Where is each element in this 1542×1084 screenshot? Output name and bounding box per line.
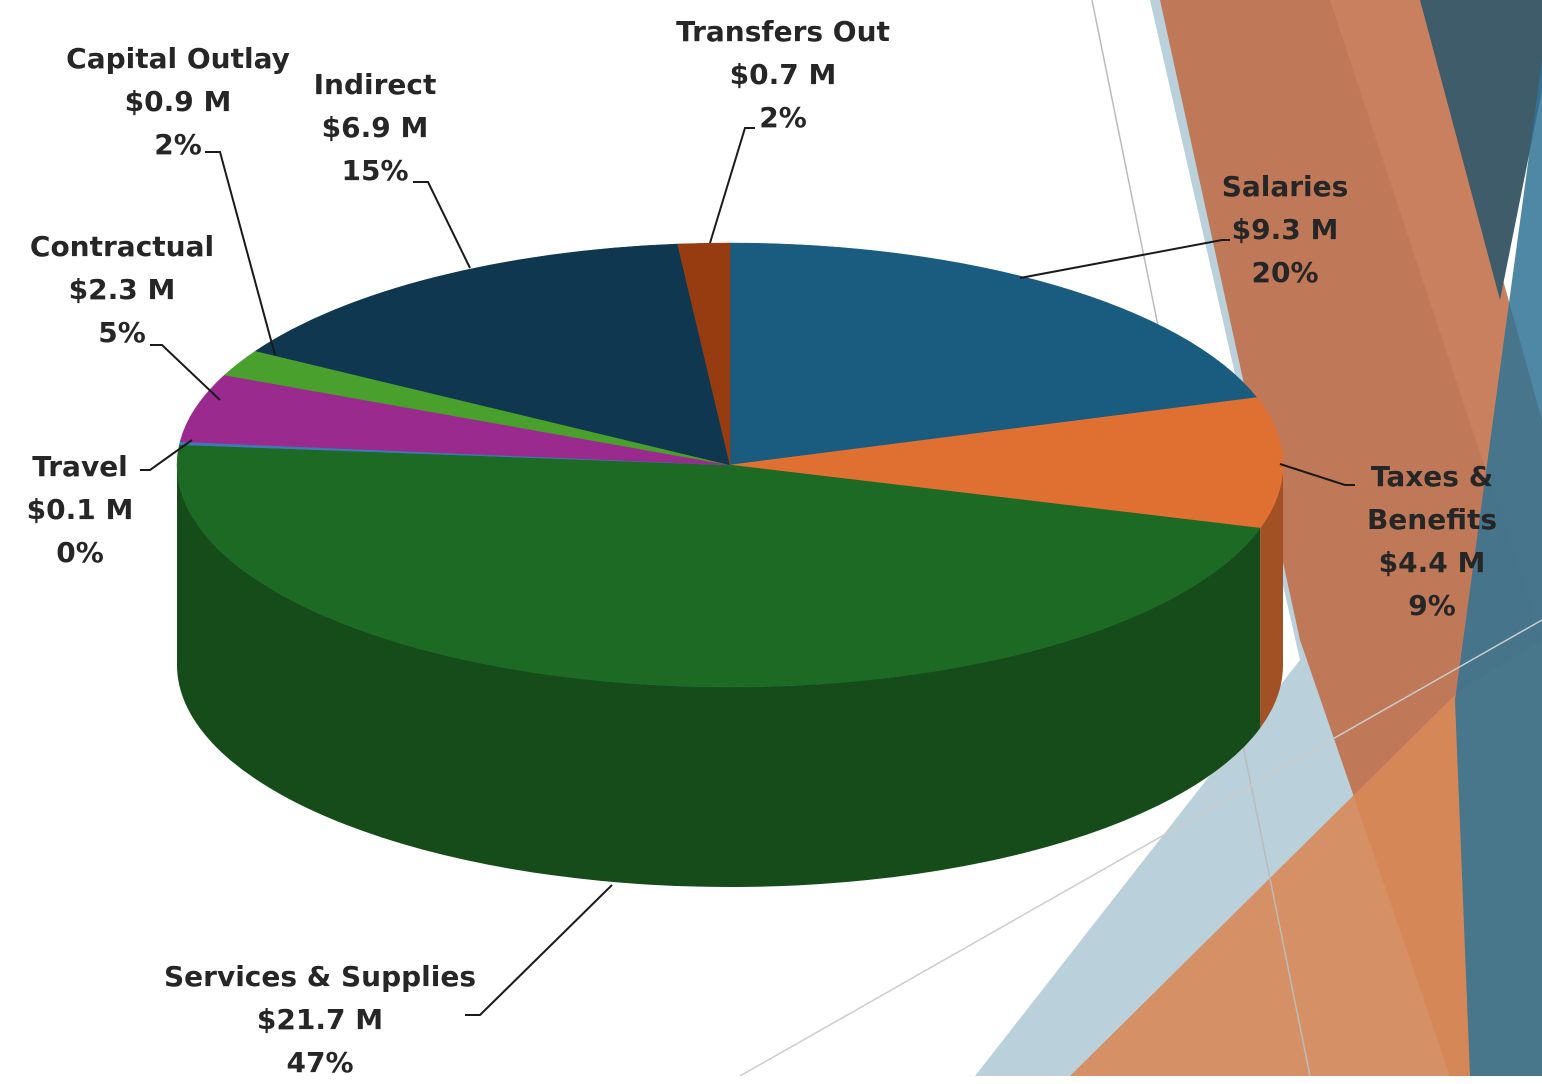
percent-label: 2% [66, 123, 290, 166]
value-label: $4.4 M [1357, 541, 1507, 584]
percent-label: 15% [314, 149, 437, 192]
percent-label: 47% [164, 1041, 476, 1084]
value-label: $2.3 M [30, 268, 214, 311]
pie-tops [177, 243, 1283, 687]
value-label: $0.1 M [27, 488, 134, 531]
value-label: $0.7 M [676, 53, 890, 96]
percent-label: 9% [1357, 584, 1507, 627]
category-label: Capital Outlay [66, 37, 290, 80]
percent-label: 2% [676, 96, 890, 139]
category-label: Contractual [30, 225, 214, 268]
percent-label: 5% [30, 311, 214, 354]
value-label: $6.9 M [314, 106, 437, 149]
value-label: $9.3 M [1222, 208, 1349, 251]
percent-label: 0% [27, 531, 134, 574]
category-label: Transfers Out [676, 10, 890, 53]
category-label: Salaries [1222, 165, 1349, 208]
page: {"chart_data": {"type": "pie3d", "catego… [0, 0, 1542, 1076]
category-label: Indirect [314, 63, 437, 106]
value-label: $0.9 M [66, 80, 290, 123]
category-label: Taxes & Benefits [1357, 455, 1507, 541]
value-label: $21.7 M [164, 998, 476, 1041]
percent-label: 20% [1222, 251, 1349, 294]
category-label: Services & Supplies [164, 955, 476, 998]
category-label: Travel [27, 445, 134, 488]
